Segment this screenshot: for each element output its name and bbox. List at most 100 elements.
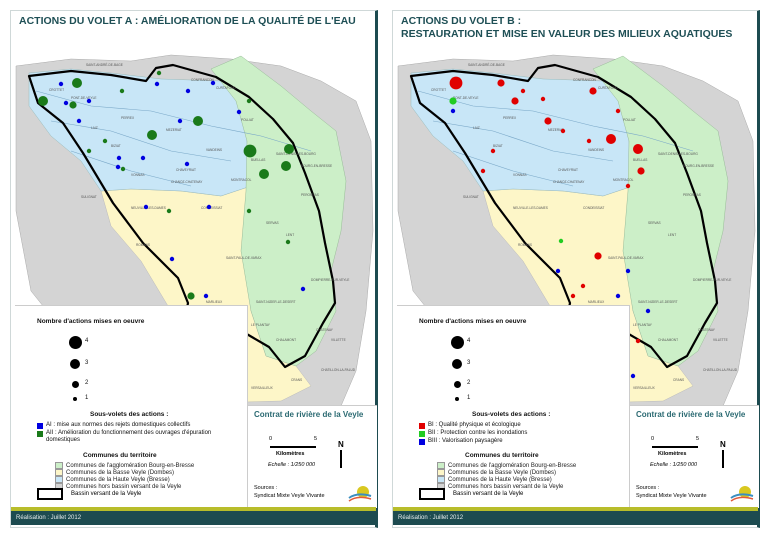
- contract-title: Contrat de rivière de la Veyle: [636, 410, 746, 419]
- action-marker-biii[interactable]: [450, 108, 456, 114]
- action-marker-bi[interactable]: [633, 144, 643, 154]
- action-marker-bi[interactable]: [497, 79, 505, 87]
- river-line: [452, 150, 574, 187]
- action-marker-ai[interactable]: [115, 164, 121, 170]
- action-marker-bi[interactable]: [511, 97, 519, 105]
- town-label: SAINT-ANDRÉ-DE-BAGE: [468, 62, 505, 67]
- action-marker-ai[interactable]: [210, 80, 216, 86]
- scale-ratio: Echelle : 1/250 000: [650, 462, 698, 468]
- category-label: AI : mise aux normes des rejets domestiq…: [46, 422, 191, 428]
- action-marker-ai[interactable]: [185, 88, 191, 94]
- town-label: BUELLAS: [633, 158, 647, 162]
- basin-outline: [409, 63, 719, 390]
- action-marker-ai[interactable]: [154, 81, 160, 87]
- action-marker-aii[interactable]: [187, 292, 195, 300]
- action-marker-bi[interactable]: [540, 96, 546, 102]
- action-marker-ai[interactable]: [169, 256, 175, 262]
- action-marker-bi[interactable]: [580, 283, 586, 289]
- town-label: PERREX: [121, 116, 135, 120]
- action-marker-biii[interactable]: [625, 268, 631, 274]
- action-marker-biii[interactable]: [555, 268, 561, 274]
- size-label: 3: [467, 360, 471, 366]
- title-line: ACTIONS DU VOLET A : AMÉLIORATION DE LA …: [19, 15, 356, 27]
- action-marker-ai[interactable]: [184, 161, 190, 167]
- action-marker-bii[interactable]: [449, 97, 457, 105]
- town-label: MARLIEUX: [588, 300, 605, 304]
- action-marker-aii[interactable]: [285, 239, 291, 245]
- size-label: 4: [85, 338, 89, 344]
- map-title: ACTIONS DU VOLET B : RESTAURATION ET MISE…: [401, 15, 751, 41]
- action-marker-bi[interactable]: [544, 117, 552, 125]
- action-marker-bi[interactable]: [606, 134, 616, 144]
- action-marker-aii[interactable]: [156, 70, 162, 76]
- action-marker-aii[interactable]: [38, 96, 48, 106]
- action-marker-ai[interactable]: [76, 118, 82, 124]
- town-label: CHAVEYRIAT: [558, 168, 578, 172]
- action-marker-bi[interactable]: [625, 183, 631, 189]
- action-marker-bi[interactable]: [615, 108, 621, 114]
- action-marker-ai[interactable]: [140, 155, 146, 161]
- action-marker-ai[interactable]: [177, 118, 183, 124]
- action-marker-aii[interactable]: [281, 161, 291, 171]
- commune-label: Communes de la Haute Veyle (Bresse): [448, 476, 552, 483]
- action-marker-bi[interactable]: [637, 167, 645, 175]
- action-marker-aii[interactable]: [246, 98, 252, 104]
- zone-haute-veyle: [410, 68, 634, 197]
- action-marker-bi[interactable]: [570, 293, 576, 299]
- town-label: PERONNAS: [301, 193, 319, 197]
- action-marker-bi[interactable]: [490, 148, 496, 154]
- action-marker-bi[interactable]: [449, 76, 463, 90]
- action-marker-biii[interactable]: [615, 293, 621, 299]
- category-swatch: [37, 430, 43, 437]
- action-marker-ai[interactable]: [58, 81, 64, 87]
- action-marker-aii[interactable]: [284, 144, 294, 154]
- footer: Réalisation : Juillet 2012: [11, 511, 376, 525]
- action-marker-aii[interactable]: [102, 138, 108, 144]
- action-marker-aii[interactable]: [166, 208, 172, 214]
- zone-agglomeration: [210, 55, 347, 367]
- organization-logo: [347, 484, 373, 504]
- action-marker-bi[interactable]: [589, 87, 597, 95]
- commune-swatch: [55, 462, 63, 469]
- town-label: CHAVEYRIAT: [176, 168, 196, 172]
- action-marker-aii[interactable]: [246, 208, 252, 214]
- action-marker-ai[interactable]: [236, 109, 242, 115]
- action-marker-bii[interactable]: [558, 238, 564, 244]
- size-label: 1: [85, 395, 89, 401]
- town-label: SAINT-DENIS-LES-BOURG: [276, 152, 316, 156]
- town-label: BOURG-EN-BRESSE: [683, 164, 714, 168]
- action-marker-biii[interactable]: [630, 373, 636, 379]
- action-marker-ai[interactable]: [143, 204, 149, 210]
- action-marker-bi[interactable]: [586, 138, 592, 144]
- action-marker-bi[interactable]: [480, 168, 486, 174]
- action-marker-bi[interactable]: [560, 128, 566, 134]
- contract-title: Contrat de rivière de la Veyle: [254, 410, 364, 419]
- action-marker-aii[interactable]: [119, 88, 125, 94]
- basin-label: Bassin versant de la Veyle: [71, 491, 142, 497]
- action-marker-aii[interactable]: [86, 148, 92, 154]
- town-label: POLLIAT: [623, 118, 636, 122]
- legend: Nombre d'actions mises en oeuvre 4 3 2 1 Sous…: [15, 305, 248, 508]
- title-line: ACTIONS DU VOLET B :: [401, 15, 522, 27]
- action-marker-ai[interactable]: [86, 98, 92, 104]
- action-marker-aii[interactable]: [72, 78, 82, 88]
- commune-swatch: [55, 476, 63, 483]
- action-marker-aii[interactable]: [120, 166, 126, 172]
- action-marker-aii[interactable]: [259, 169, 269, 179]
- action-marker-ai[interactable]: [206, 204, 212, 210]
- action-marker-aii[interactable]: [193, 116, 203, 126]
- action-marker-aii[interactable]: [147, 130, 157, 140]
- action-marker-bi[interactable]: [635, 338, 641, 344]
- action-marker-aii[interactable]: [243, 144, 257, 158]
- action-marker-ai[interactable]: [203, 293, 209, 299]
- town-label: SAINT-DENIS-LES-BOURG: [658, 152, 698, 156]
- action-marker-bi[interactable]: [594, 252, 602, 260]
- action-marker-ai[interactable]: [300, 286, 306, 292]
- town-label: LAIZ: [91, 126, 98, 130]
- action-marker-ai[interactable]: [116, 155, 122, 161]
- town-label: PONT-DE-VEYLE: [71, 96, 97, 100]
- action-marker-biii[interactable]: [645, 308, 651, 314]
- action-marker-aii[interactable]: [69, 101, 77, 109]
- action-marker-ai[interactable]: [63, 100, 69, 106]
- action-marker-bi[interactable]: [520, 88, 526, 94]
